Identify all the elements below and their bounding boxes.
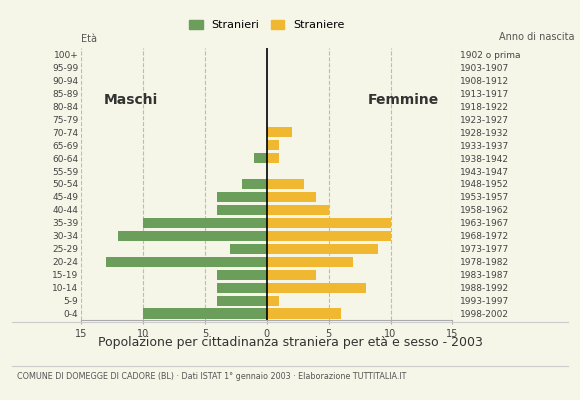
- Bar: [267, 140, 279, 150]
- Bar: [218, 270, 267, 280]
- Bar: [218, 282, 267, 293]
- Bar: [218, 192, 267, 202]
- Text: Anno di nascita: Anno di nascita: [499, 32, 574, 42]
- Bar: [242, 179, 267, 189]
- Bar: [218, 296, 267, 306]
- Legend: Stranieri, Straniere: Stranieri, Straniere: [185, 16, 349, 35]
- Bar: [267, 231, 390, 241]
- Text: Femmine: Femmine: [367, 93, 438, 107]
- Bar: [230, 244, 267, 254]
- Bar: [255, 153, 267, 163]
- Bar: [218, 205, 267, 215]
- Bar: [267, 244, 378, 254]
- Bar: [118, 231, 267, 241]
- Bar: [267, 192, 316, 202]
- Bar: [267, 296, 279, 306]
- Text: Maschi: Maschi: [104, 93, 158, 107]
- Bar: [267, 270, 316, 280]
- Bar: [143, 308, 267, 318]
- Text: Popolazione per cittadinanza straniera per età e sesso - 2003: Popolazione per cittadinanza straniera p…: [97, 336, 483, 349]
- Bar: [267, 218, 390, 228]
- Text: Età: Età: [81, 34, 97, 44]
- Bar: [267, 257, 353, 267]
- Text: COMUNE DI DOMEGGE DI CADORE (BL) · Dati ISTAT 1° gennaio 2003 · Elaborazione TUT: COMUNE DI DOMEGGE DI CADORE (BL) · Dati …: [17, 372, 407, 381]
- Bar: [143, 218, 267, 228]
- Bar: [267, 282, 366, 293]
- Bar: [267, 127, 292, 137]
- Bar: [267, 205, 329, 215]
- Bar: [267, 153, 279, 163]
- Bar: [106, 257, 267, 267]
- Bar: [267, 179, 304, 189]
- Bar: [267, 308, 341, 318]
